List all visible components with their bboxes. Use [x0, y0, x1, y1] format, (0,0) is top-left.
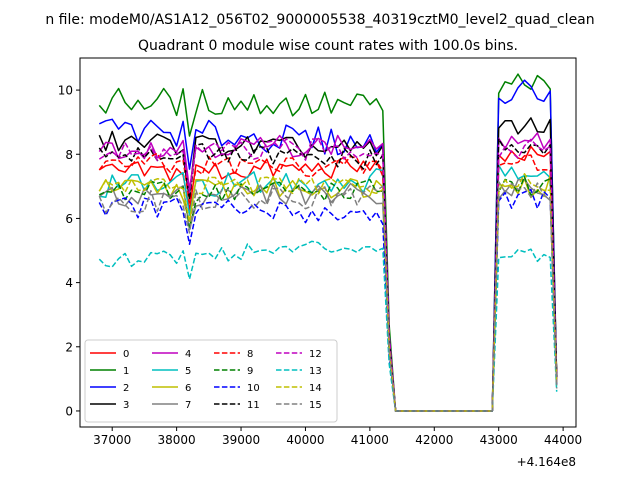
legend-label-4: 4: [185, 349, 191, 360]
series-line-15: [98, 181, 558, 412]
series-layer: [98, 73, 558, 412]
x-offset-label: +4.164e8: [517, 455, 576, 469]
x-tick-label: 43000: [480, 433, 518, 447]
y-tick-label: 0: [65, 404, 73, 418]
x-tick-label: 38000: [158, 433, 196, 447]
legend-label-12: 12: [309, 349, 322, 360]
legend-label-1: 1: [123, 366, 129, 377]
y-tick-label: 8: [65, 148, 73, 162]
legend-label-0: 0: [123, 349, 129, 360]
legend-frame: [84, 339, 338, 423]
y-axis: 0 2 4 6 8 10: [58, 84, 80, 418]
x-axis: 37000 38000 39000 40000 41000 42000 43000 44000: [93, 427, 582, 447]
legend-label-13: 13: [309, 366, 322, 377]
y-tick-label: 6: [65, 212, 73, 226]
legend-label-11: 11: [247, 400, 260, 411]
legend-label-9: 9: [247, 366, 253, 377]
legend-label-15: 15: [309, 400, 322, 411]
series-line-13: [98, 240, 558, 412]
x-tick-label: 41000: [351, 433, 389, 447]
legend-label-14: 14: [309, 383, 322, 394]
legend-label-7: 7: [185, 400, 191, 411]
series-line-14: [98, 173, 558, 412]
legend-label-3: 3: [123, 400, 129, 411]
legend-label-6: 6: [185, 383, 191, 394]
legend-label-10: 10: [247, 383, 260, 394]
figure-suptitle: n file: modeM0/AS1A12_056T02_9000005538_…: [45, 12, 594, 28]
y-tick-label: 10: [58, 84, 73, 98]
x-tick-label: 39000: [222, 433, 260, 447]
legend-label-8: 8: [247, 349, 253, 360]
y-tick-label: 2: [65, 340, 73, 354]
chart-title: Quadrant 0 module wise count rates with …: [138, 38, 518, 54]
legend-label-2: 2: [123, 383, 129, 394]
x-tick-label: 40000: [286, 433, 324, 447]
plot-frame: [79, 57, 577, 428]
x-tick-label: 42000: [415, 433, 453, 447]
x-tick-label: 44000: [544, 433, 582, 447]
x-tick-label: 37000: [93, 433, 131, 447]
series-line-11: [98, 138, 558, 412]
legend-label-5: 5: [185, 366, 191, 377]
y-tick-label: 4: [65, 276, 73, 290]
